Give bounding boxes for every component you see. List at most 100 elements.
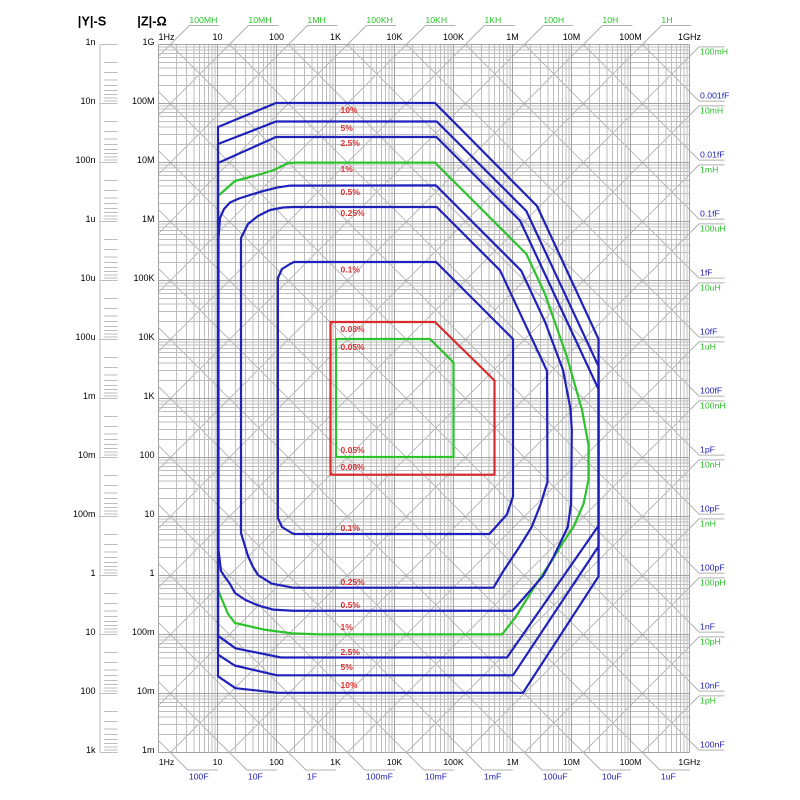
svg-text:10: 10 bbox=[213, 757, 223, 767]
svg-text:1u: 1u bbox=[85, 214, 95, 224]
svg-text:100pH: 100pH bbox=[700, 577, 726, 587]
svg-text:100KH: 100KH bbox=[366, 15, 393, 25]
svg-text:10: 10 bbox=[144, 509, 154, 519]
svg-text:|Y|-S: |Y|-S bbox=[78, 14, 107, 29]
svg-text:100pF: 100pF bbox=[700, 563, 725, 573]
svg-text:1k: 1k bbox=[86, 745, 96, 755]
svg-text:1n: 1n bbox=[85, 37, 95, 47]
svg-text:100M: 100M bbox=[619, 32, 642, 42]
svg-text:0.001fF: 0.001fF bbox=[700, 91, 729, 101]
svg-text:1fF: 1fF bbox=[700, 268, 713, 278]
svg-text:100nF: 100nF bbox=[700, 740, 725, 750]
svg-text:10mF: 10mF bbox=[425, 771, 447, 781]
svg-text:0.25%: 0.25% bbox=[341, 208, 366, 218]
svg-text:10K: 10K bbox=[386, 32, 402, 42]
svg-text:100nH: 100nH bbox=[700, 400, 726, 410]
svg-text:10K: 10K bbox=[138, 332, 154, 342]
svg-text:100K: 100K bbox=[443, 757, 463, 767]
svg-text:100u: 100u bbox=[75, 332, 95, 342]
svg-text:10MH: 10MH bbox=[248, 15, 271, 25]
svg-text:1nF: 1nF bbox=[700, 622, 715, 632]
svg-text:100: 100 bbox=[139, 450, 154, 460]
svg-text:1Hz: 1Hz bbox=[158, 32, 175, 42]
svg-text:100MH: 100MH bbox=[189, 15, 217, 25]
svg-text:10M: 10M bbox=[563, 32, 581, 42]
svg-text:10u: 10u bbox=[80, 273, 95, 283]
svg-text:0.08%: 0.08% bbox=[341, 462, 366, 472]
svg-text:1G: 1G bbox=[142, 37, 154, 47]
svg-text:1MH: 1MH bbox=[307, 15, 325, 25]
svg-text:10: 10 bbox=[212, 32, 222, 42]
svg-text:10pF: 10pF bbox=[700, 504, 720, 514]
svg-text:|Z|-Ω: |Z|-Ω bbox=[137, 14, 167, 29]
svg-text:10mH: 10mH bbox=[700, 105, 723, 115]
svg-text:10uF: 10uF bbox=[602, 771, 622, 781]
svg-text:1: 1 bbox=[90, 568, 95, 578]
svg-text:5%: 5% bbox=[341, 662, 354, 672]
svg-text:1K: 1K bbox=[330, 32, 341, 42]
svg-text:10nH: 10nH bbox=[700, 459, 721, 469]
svg-text:10fF: 10fF bbox=[700, 327, 717, 337]
svg-text:100mF: 100mF bbox=[366, 771, 393, 781]
svg-text:10uH: 10uH bbox=[700, 282, 721, 292]
svg-text:10K: 10K bbox=[387, 757, 403, 767]
svg-text:0.08%: 0.08% bbox=[341, 324, 366, 334]
svg-text:100m: 100m bbox=[132, 627, 155, 637]
svg-text:100: 100 bbox=[269, 32, 284, 42]
svg-text:10%: 10% bbox=[341, 680, 358, 690]
svg-text:0.01fF: 0.01fF bbox=[700, 150, 725, 160]
svg-text:100: 100 bbox=[269, 757, 284, 767]
svg-text:0.25%: 0.25% bbox=[341, 577, 366, 587]
svg-text:1F: 1F bbox=[307, 771, 317, 781]
svg-text:10: 10 bbox=[85, 627, 95, 637]
svg-text:1%: 1% bbox=[341, 622, 354, 632]
svg-text:10m: 10m bbox=[78, 450, 96, 460]
svg-text:1M: 1M bbox=[506, 757, 518, 767]
svg-text:100uF: 100uF bbox=[543, 771, 568, 781]
svg-text:100F: 100F bbox=[189, 771, 209, 781]
svg-text:10%: 10% bbox=[341, 105, 358, 115]
svg-text:100: 100 bbox=[80, 686, 95, 696]
svg-text:1K: 1K bbox=[330, 757, 341, 767]
svg-text:10M: 10M bbox=[137, 155, 155, 165]
svg-text:1m: 1m bbox=[83, 391, 96, 401]
svg-text:1uH: 1uH bbox=[700, 341, 716, 351]
svg-text:1uF: 1uF bbox=[661, 771, 676, 781]
svg-text:100fF: 100fF bbox=[700, 386, 722, 396]
svg-text:0.05%: 0.05% bbox=[341, 342, 366, 352]
svg-text:1M: 1M bbox=[142, 214, 155, 224]
svg-text:0.1%: 0.1% bbox=[341, 265, 361, 275]
svg-text:1GHz: 1GHz bbox=[678, 757, 700, 767]
svg-text:0.5%: 0.5% bbox=[341, 187, 361, 197]
svg-text:100M: 100M bbox=[620, 757, 642, 767]
svg-text:5%: 5% bbox=[341, 123, 354, 133]
svg-text:1pF: 1pF bbox=[700, 445, 715, 455]
svg-text:10pH: 10pH bbox=[700, 636, 721, 646]
svg-text:10M: 10M bbox=[563, 757, 580, 767]
svg-text:0.05%: 0.05% bbox=[341, 445, 366, 455]
svg-text:1%: 1% bbox=[341, 164, 354, 174]
svg-text:100H: 100H bbox=[543, 15, 564, 25]
svg-text:100K: 100K bbox=[443, 32, 464, 42]
svg-text:2.5%: 2.5% bbox=[341, 138, 361, 148]
svg-text:0.1fF: 0.1fF bbox=[700, 209, 720, 219]
svg-text:100mH: 100mH bbox=[700, 46, 728, 56]
svg-text:10H: 10H bbox=[602, 15, 618, 25]
svg-text:10KH: 10KH bbox=[425, 15, 447, 25]
svg-text:0.1%: 0.1% bbox=[341, 523, 361, 533]
svg-text:1m: 1m bbox=[142, 745, 155, 755]
svg-text:10F: 10F bbox=[248, 771, 263, 781]
svg-text:1KH: 1KH bbox=[484, 15, 501, 25]
svg-text:1Hz: 1Hz bbox=[159, 757, 174, 767]
svg-text:100M: 100M bbox=[132, 96, 155, 106]
svg-text:10nF: 10nF bbox=[700, 681, 720, 691]
svg-text:1K: 1K bbox=[143, 391, 154, 401]
svg-text:100K: 100K bbox=[133, 273, 154, 283]
svg-text:0.5%: 0.5% bbox=[341, 600, 361, 610]
svg-text:1nH: 1nH bbox=[700, 518, 716, 528]
svg-text:1mF: 1mF bbox=[484, 771, 501, 781]
svg-text:1pH: 1pH bbox=[700, 695, 716, 705]
svg-text:10n: 10n bbox=[80, 96, 95, 106]
svg-text:100m: 100m bbox=[73, 509, 96, 519]
svg-text:1: 1 bbox=[149, 568, 154, 578]
